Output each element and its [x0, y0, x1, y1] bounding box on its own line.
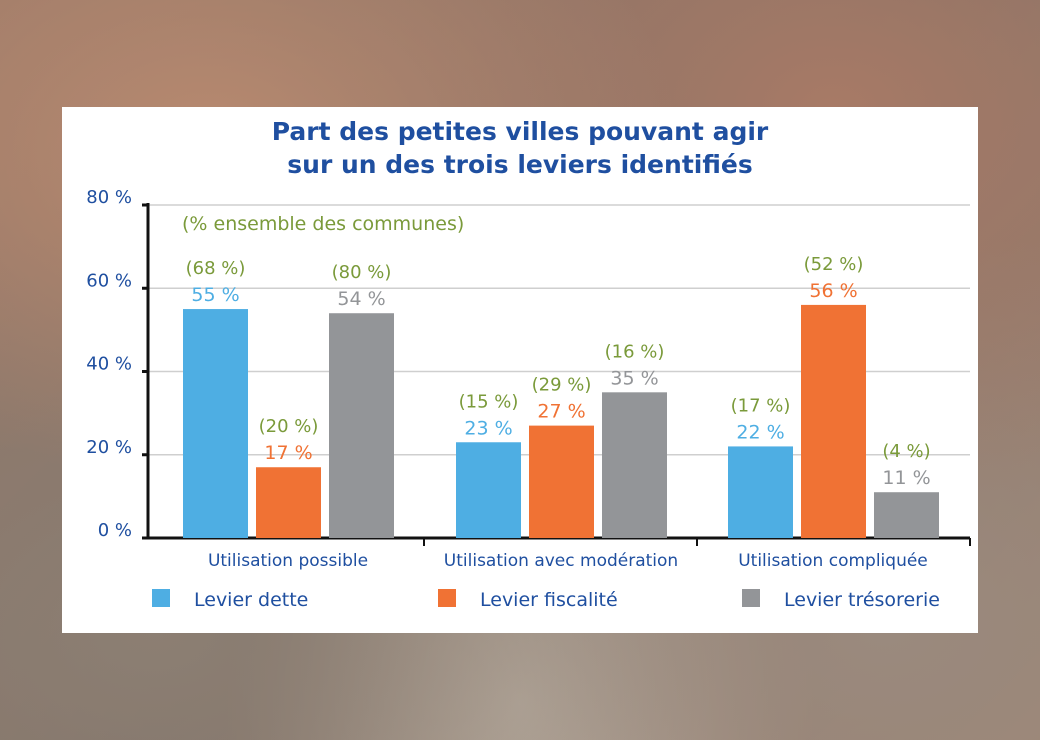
bar-value-label: 54 %	[337, 288, 385, 310]
bar-levier-trésorerie	[602, 392, 667, 538]
bar-levier-trésorerie	[329, 313, 394, 538]
bar-value-label: 11 %	[882, 467, 930, 489]
chart-title-line: Part des petites villes pouvant agir	[272, 117, 769, 146]
bar-value-label: 55 %	[191, 284, 239, 306]
bar-value-label: 35 %	[610, 367, 658, 389]
bar-value-label: 23 %	[464, 417, 512, 439]
chart-panel: Part des petites villes pouvant agir sur …	[62, 107, 978, 633]
y-tick-label: 80 %	[86, 187, 132, 208]
chart-subtitle: (% ensemble des communes)	[182, 213, 464, 235]
legend-swatch	[438, 589, 456, 607]
bar-secondary-label: (68 %)	[186, 258, 246, 279]
y-tick-label: 0 %	[98, 520, 132, 541]
y-tick-label: 60 %	[86, 270, 132, 291]
chart-title-line: sur un des trois leviers identifiés	[287, 150, 752, 179]
legend-swatch	[742, 589, 760, 607]
bar-levier-fiscalité	[529, 425, 594, 538]
legend-label: Levier fiscalité	[480, 589, 618, 611]
category-label: Utilisation compliquée	[738, 551, 928, 571]
y-tick-label: 20 %	[86, 437, 132, 458]
bar-secondary-label: (4 %)	[882, 441, 930, 462]
bar-secondary-label: (52 %)	[804, 254, 864, 275]
bar-levier-fiscalité	[801, 304, 866, 538]
bar-value-label: 27 %	[537, 401, 585, 423]
bar-secondary-label: (29 %)	[532, 375, 592, 396]
bar-value-label: 56 %	[809, 280, 857, 302]
bar-levier-dette	[728, 446, 793, 538]
bar-chart: Part des petites villes pouvant agir sur …	[86, 117, 971, 611]
bar-levier-dette	[183, 309, 248, 538]
bar-value-label: 17 %	[264, 442, 312, 464]
bar-levier-trésorerie	[874, 492, 939, 538]
legend-label: Levier trésorerie	[784, 589, 940, 611]
bar-secondary-label: (17 %)	[731, 395, 791, 416]
bar-levier-dette	[456, 442, 521, 538]
category-label: Utilisation avec modération	[444, 551, 678, 571]
legend-label: Levier dette	[194, 589, 308, 611]
bar-secondary-label: (15 %)	[459, 391, 519, 412]
bar-value-label: 22 %	[736, 421, 784, 443]
bar-secondary-label: (16 %)	[605, 341, 665, 362]
bar-secondary-label: (80 %)	[332, 262, 392, 283]
bar-secondary-label: (20 %)	[259, 416, 319, 437]
legend-swatch	[152, 589, 170, 607]
y-tick-label: 40 %	[86, 354, 132, 375]
category-label: Utilisation possible	[208, 551, 368, 571]
bar-levier-fiscalité	[256, 467, 321, 538]
